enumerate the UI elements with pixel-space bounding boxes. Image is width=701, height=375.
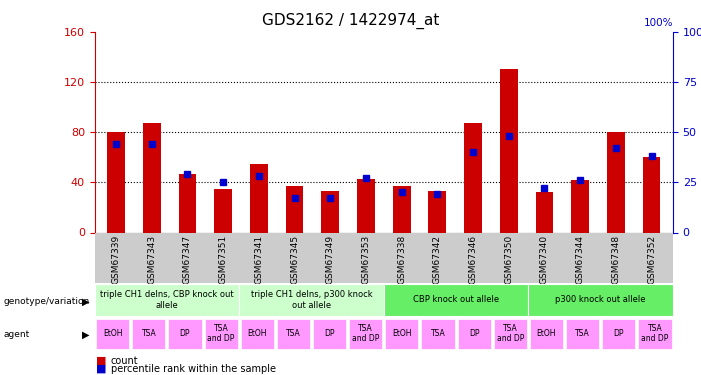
Bar <box>313 319 346 349</box>
Text: GSM67347: GSM67347 <box>183 235 192 284</box>
Text: TSA
and DP: TSA and DP <box>352 324 379 344</box>
Text: GSM67339: GSM67339 <box>111 235 121 284</box>
Bar <box>250 164 268 232</box>
Bar <box>107 132 125 232</box>
Text: 100%: 100% <box>644 18 673 28</box>
Text: GDS2162 / 1422974_at: GDS2162 / 1422974_at <box>261 13 440 29</box>
Bar <box>285 186 304 232</box>
Text: GSM67348: GSM67348 <box>611 235 620 284</box>
Text: GSM67350: GSM67350 <box>504 235 513 284</box>
Text: GSM67340: GSM67340 <box>540 235 549 284</box>
Bar <box>494 319 527 349</box>
Bar <box>602 319 635 349</box>
Text: TSA: TSA <box>142 329 156 338</box>
Bar <box>500 69 517 232</box>
Text: GSM67338: GSM67338 <box>397 235 406 284</box>
Text: ■: ■ <box>96 364 107 374</box>
Text: agent: agent <box>4 330 29 339</box>
Bar <box>132 319 165 349</box>
Bar <box>571 180 589 232</box>
Bar <box>566 319 599 349</box>
Bar <box>349 319 382 349</box>
Text: GSM67349: GSM67349 <box>326 235 335 284</box>
Bar <box>143 123 161 232</box>
Bar <box>215 189 232 232</box>
Bar <box>643 157 660 232</box>
Text: CBP knock out allele: CBP knock out allele <box>413 296 499 304</box>
Text: genotype/variation: genotype/variation <box>4 297 90 306</box>
Text: TSA
and DP: TSA and DP <box>496 324 524 344</box>
Text: GSM67352: GSM67352 <box>647 235 656 284</box>
Text: count: count <box>111 356 138 366</box>
Text: GSM67353: GSM67353 <box>362 235 370 284</box>
Bar <box>393 186 411 232</box>
Bar <box>458 319 491 349</box>
Text: GSM67345: GSM67345 <box>290 235 299 284</box>
Text: ▶: ▶ <box>82 297 89 307</box>
Bar <box>386 319 418 349</box>
Text: DP: DP <box>469 329 479 338</box>
Bar <box>96 319 129 349</box>
Text: EtOH: EtOH <box>392 329 411 338</box>
Bar <box>240 319 274 349</box>
Bar <box>607 132 625 232</box>
Bar <box>321 191 339 232</box>
Text: triple CH1 delns, CBP knock out
allele: triple CH1 delns, CBP knock out allele <box>100 290 233 310</box>
Text: TSA
and DP: TSA and DP <box>207 324 235 344</box>
Text: DP: DP <box>179 329 190 338</box>
Bar <box>277 319 310 349</box>
Bar <box>179 174 196 232</box>
Text: TSA: TSA <box>286 329 301 338</box>
Bar <box>384 284 529 316</box>
Bar <box>530 319 563 349</box>
Text: percentile rank within the sample: percentile rank within the sample <box>111 364 275 374</box>
Bar <box>357 178 375 232</box>
Text: TSA: TSA <box>576 329 590 338</box>
Bar <box>95 284 239 316</box>
Text: p300 knock out allele: p300 knock out allele <box>555 296 646 304</box>
Text: GSM67346: GSM67346 <box>468 235 477 284</box>
Text: TSA: TSA <box>430 329 445 338</box>
Text: GSM67342: GSM67342 <box>433 235 442 284</box>
Text: ■: ■ <box>96 356 107 366</box>
Text: EtOH: EtOH <box>537 329 556 338</box>
Text: GSM67344: GSM67344 <box>576 235 585 284</box>
Bar <box>638 319 672 349</box>
Bar <box>529 284 673 316</box>
Bar <box>421 319 455 349</box>
Bar <box>239 284 384 316</box>
Bar <box>428 191 447 232</box>
Text: DP: DP <box>613 329 624 338</box>
Bar <box>205 319 238 349</box>
Text: triple CH1 delns, p300 knock
out allele: triple CH1 delns, p300 knock out allele <box>251 290 372 310</box>
Text: ▶: ▶ <box>82 330 89 339</box>
Bar <box>168 319 202 349</box>
Text: GSM67351: GSM67351 <box>219 235 228 284</box>
Bar <box>536 192 553 232</box>
Text: EtOH: EtOH <box>103 329 123 338</box>
Text: GSM67343: GSM67343 <box>147 235 156 284</box>
Bar <box>464 123 482 232</box>
Text: EtOH: EtOH <box>247 329 267 338</box>
Text: GSM67341: GSM67341 <box>254 235 264 284</box>
Text: DP: DP <box>325 329 335 338</box>
Text: TSA
and DP: TSA and DP <box>641 324 669 344</box>
